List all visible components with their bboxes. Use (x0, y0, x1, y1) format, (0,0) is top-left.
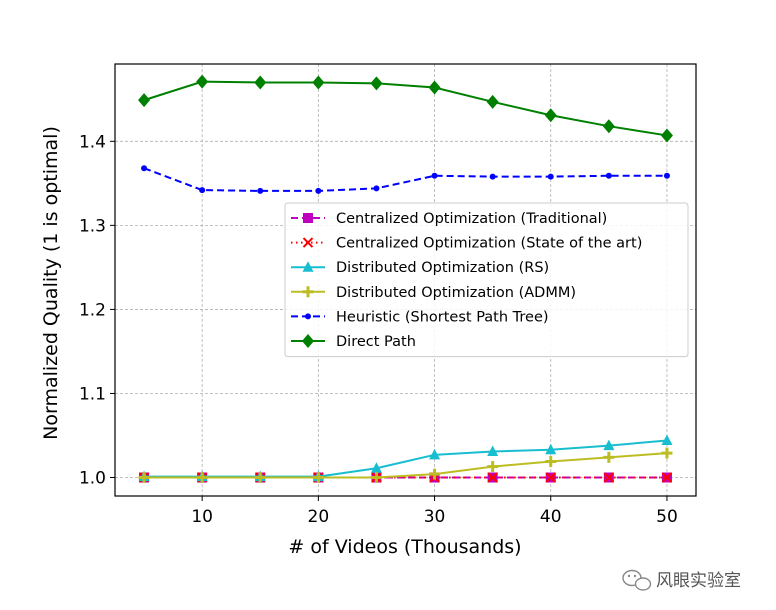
plus-marker (370, 472, 382, 484)
series-line (144, 452, 668, 479)
diamond-marker (660, 128, 673, 143)
x-tick-label: 30 (424, 507, 446, 527)
diamond-marker (138, 93, 151, 108)
diamond-marker (428, 80, 441, 95)
legend-item: Distributed Optimization (ADMM) (291, 285, 576, 301)
y-tick-label: 1.4 (79, 132, 106, 152)
x-tick-label: 20 (308, 507, 330, 527)
dot-marker (315, 187, 322, 194)
watermark-text: 风眼实验室 (656, 571, 741, 591)
x-marker-stroke (487, 472, 498, 483)
series-line (143, 167, 667, 192)
legend-item: Heuristic (Shortest Path Tree) (291, 309, 549, 325)
legend-label: Centralized Optimization (Traditional) (336, 211, 607, 227)
watermark: 风眼实验室 (622, 569, 741, 591)
dot-marker (547, 173, 554, 180)
legend-label: Direct Path (336, 334, 416, 350)
legend-label: Distributed Optimization (RS) (336, 260, 549, 276)
series-dot (141, 165, 670, 194)
triangle-marker (545, 443, 557, 455)
wechat-icon (622, 569, 652, 591)
dot-marker (489, 173, 496, 180)
diamond-marker (254, 75, 267, 90)
y-tick-label: 1.0 (79, 469, 106, 489)
series-plus (138, 447, 673, 484)
diamond-marker (196, 74, 209, 89)
dot-marker (373, 185, 380, 192)
data-series (138, 74, 673, 484)
dot-marker (305, 313, 311, 320)
dot-marker (141, 165, 148, 172)
legend-item: Distributed Optimization (RS) (291, 260, 549, 276)
plus-marker (196, 472, 208, 484)
x-marker (487, 472, 498, 483)
plot-frame (114, 63, 697, 497)
y-tick-label: 1.3 (79, 216, 106, 236)
axis-ticks: 10 20 30 40 50 1.0 1.1 1.2 1.3 1.4 (79, 132, 678, 527)
plus-marker (302, 286, 314, 298)
legend-item: Centralized Optimization (Traditional) (291, 211, 607, 227)
legend-item: Direct Path (291, 334, 416, 350)
diamond-marker (544, 108, 557, 123)
diamond-marker (302, 334, 314, 348)
legend-label: Heuristic (Shortest Path Tree) (336, 309, 549, 325)
plus-marker (661, 447, 673, 459)
triangle-marker (370, 462, 382, 473)
x-marker (661, 472, 673, 483)
x-tick-label: 40 (540, 507, 562, 527)
legend-frame (284, 202, 689, 358)
diamond-marker (312, 75, 325, 90)
legend-label: Distributed Optimization (ADMM) (336, 285, 576, 301)
plus-marker (138, 472, 150, 484)
x-marker-stroke (603, 472, 615, 483)
square-marker (303, 213, 313, 223)
plus-marker (254, 472, 266, 484)
diamond-marker (370, 76, 383, 91)
plus-marker (312, 472, 324, 484)
legend-label: Centralized Optimization (State of the a… (336, 236, 642, 252)
x-marker (545, 472, 556, 483)
diamond-marker (602, 119, 615, 134)
triangle-marker (429, 448, 441, 460)
x-tick-label: 50 (656, 507, 678, 527)
x-axis-label: # of Videos (Thousands) (288, 536, 521, 558)
x-marker-stroke (302, 237, 314, 248)
legend: Centralized Optimization (Traditional) Ce… (284, 202, 689, 358)
dot-marker (257, 187, 264, 194)
x-marker-stroke (545, 472, 556, 483)
diamond-marker (486, 94, 499, 109)
plus-marker (429, 468, 441, 480)
y-tick-label: 1.1 (79, 384, 106, 404)
plus-marker (603, 451, 615, 463)
plus-marker (545, 456, 557, 468)
x-tick-label: 10 (191, 507, 213, 527)
x-marker-stroke (661, 472, 673, 483)
triangle-marker (487, 445, 499, 456)
series-line (143, 80, 668, 137)
series-diamond (138, 74, 673, 143)
dot-marker (663, 172, 670, 179)
y-axis-label: Normalized Quality (1 is optimal) (40, 126, 62, 440)
y-tick-label: 1.2 (79, 300, 106, 320)
dot-marker (431, 172, 438, 179)
triangle-marker (302, 261, 314, 272)
x-marker (302, 237, 314, 248)
dot-marker (199, 187, 206, 194)
legend-item: Centralized Optimization (State of the a… (291, 236, 642, 252)
triangle-marker (661, 434, 673, 446)
plus-marker (487, 461, 499, 473)
x-marker (603, 472, 615, 483)
triangle-marker (603, 439, 615, 451)
dot-marker (605, 172, 612, 179)
